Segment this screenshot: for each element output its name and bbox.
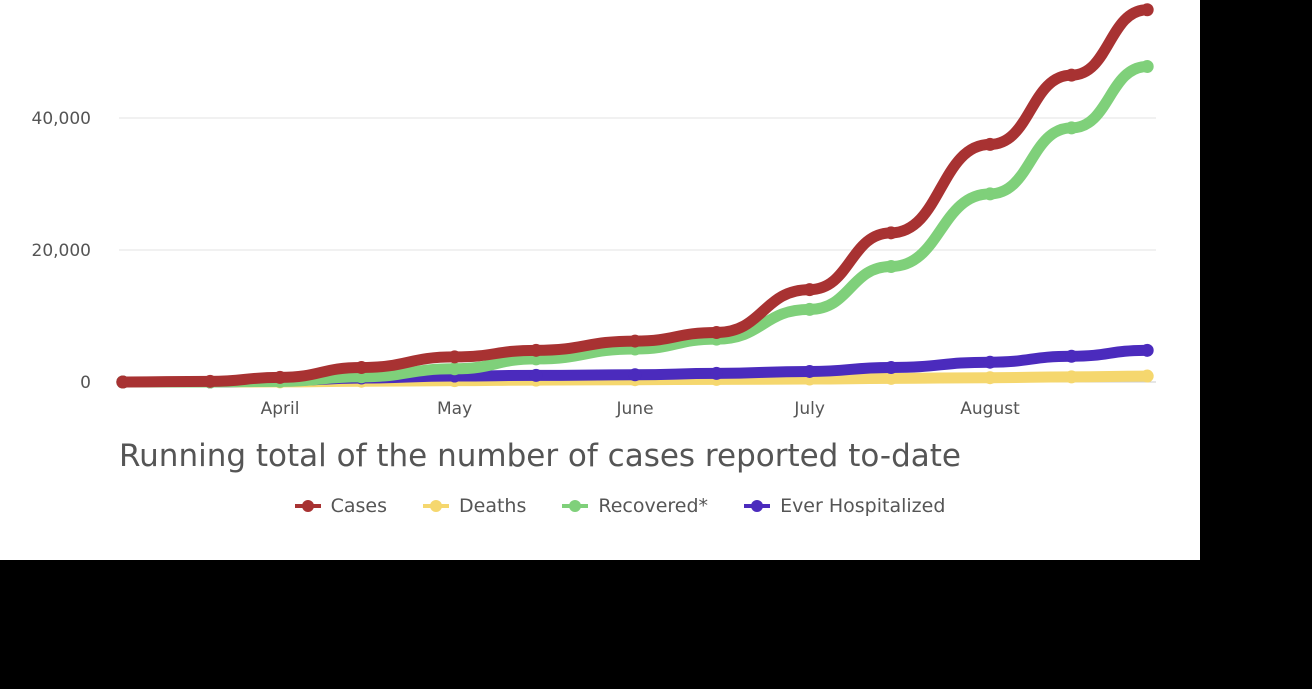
- legend-item-recovered[interactable]: Recovered*: [562, 495, 708, 517]
- data-point: [884, 371, 898, 385]
- data-point: [1140, 60, 1154, 74]
- data-point: [448, 350, 462, 364]
- data-point: [529, 343, 543, 357]
- data-point: [1140, 369, 1154, 383]
- data-point: [983, 187, 997, 201]
- data-point: [628, 368, 642, 382]
- legend-marker-recovered: [562, 500, 589, 512]
- data-point: [448, 362, 462, 376]
- x-tick-label: July: [793, 399, 825, 419]
- data-point: [983, 371, 997, 385]
- legend-dot: [430, 500, 443, 512]
- data-point: [628, 334, 642, 348]
- data-point: [803, 302, 817, 316]
- data-point: [710, 366, 723, 380]
- chart-title: Running total of the number of cases rep…: [119, 438, 961, 474]
- chart-panel: 0 20,000 40,000 April May June July August Runn…: [0, 0, 1200, 560]
- y-tick-label: 20,000: [32, 241, 91, 261]
- y-tick-label: 0: [80, 373, 91, 393]
- legend: Cases Deaths Recovered* Ever Hospitalize…: [0, 495, 1240, 517]
- data-point: [884, 360, 898, 374]
- legend-item-ever-hospitalized[interactable]: Ever Hospitalized: [744, 495, 945, 517]
- legend-marker-deaths: [423, 500, 450, 512]
- x-tick-label: May: [437, 399, 472, 419]
- legend-label: Ever Hospitalized: [780, 495, 946, 517]
- x-tick-label: June: [616, 399, 654, 419]
- data-point: [1140, 3, 1154, 17]
- data-point: [1065, 349, 1079, 363]
- data-point: [1140, 343, 1154, 357]
- data-point: [983, 355, 997, 369]
- legend-dot: [569, 500, 582, 512]
- x-tick-label: August: [960, 399, 1020, 419]
- legend-label: Cases: [330, 495, 388, 517]
- data-point: [803, 283, 817, 297]
- y-tick-label: 40,000: [32, 109, 91, 129]
- legend-dot: [751, 500, 764, 512]
- legend-dot: [301, 500, 314, 512]
- legend-label: Recovered*: [598, 495, 709, 517]
- data-point: [354, 360, 368, 374]
- data-point: [1065, 121, 1079, 135]
- legend-item-cases[interactable]: Cases: [294, 495, 388, 517]
- legend-marker-cases: [294, 500, 321, 512]
- data-point: [1065, 370, 1079, 384]
- data-point: [803, 364, 817, 378]
- legend-item-deaths[interactable]: Deaths: [423, 495, 526, 517]
- data-point: [354, 370, 368, 384]
- line-chart: 0 20,000 40,000 April May June July August: [32, 3, 1156, 419]
- x-tick-label: April: [261, 399, 300, 419]
- data-point: [529, 368, 543, 382]
- data-point: [884, 260, 898, 273]
- legend-marker-ever-hospitalized: [744, 500, 771, 512]
- data-point: [1065, 68, 1079, 82]
- data-point: [710, 326, 723, 339]
- data-point: [203, 374, 217, 388]
- legend-label: Deaths: [459, 495, 527, 517]
- data-point: [273, 370, 287, 384]
- data-point: [116, 375, 130, 389]
- data-point: [983, 137, 997, 151]
- data-point: [884, 226, 898, 240]
- series-line-cases: [117, 4, 1153, 388]
